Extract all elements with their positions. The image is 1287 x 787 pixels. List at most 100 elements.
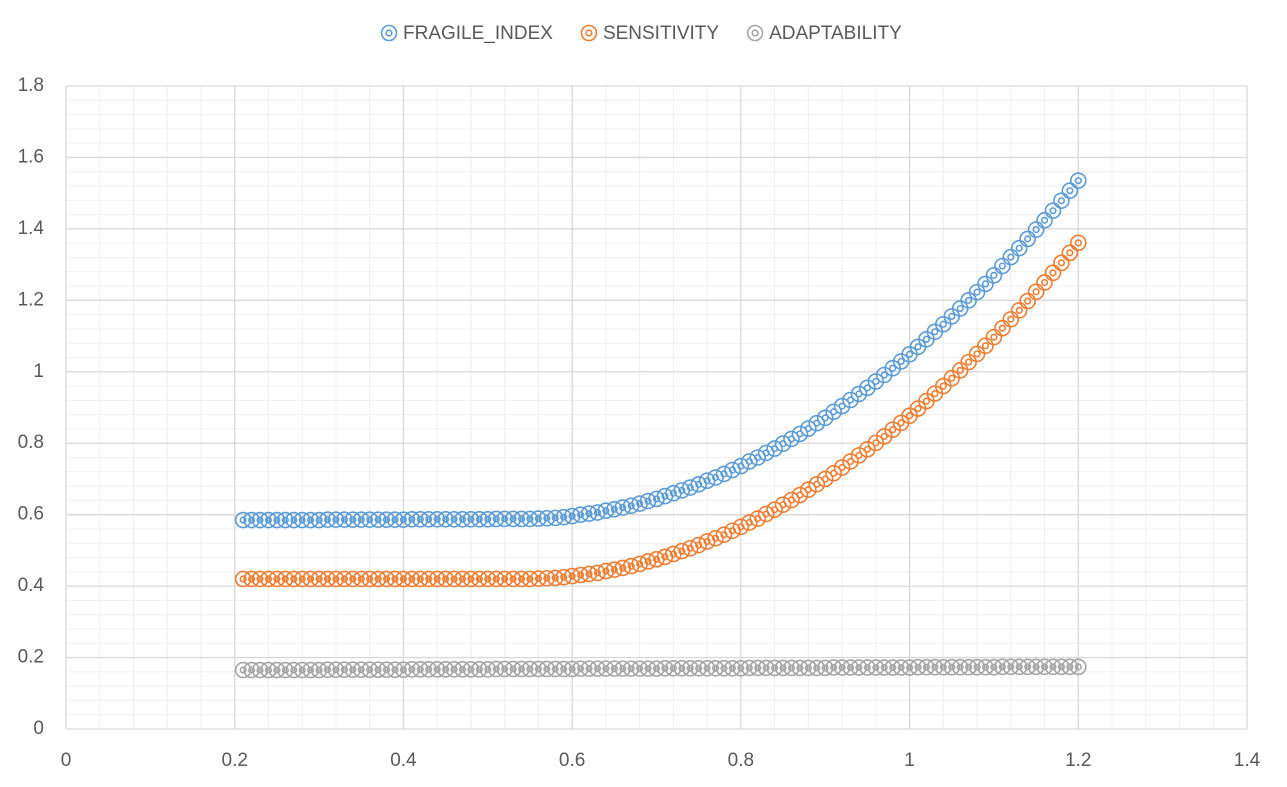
marker-ring [234, 511, 252, 529]
point [850, 659, 868, 676]
point [462, 570, 480, 588]
point [943, 369, 961, 387]
marker-ring [673, 482, 691, 499]
point [951, 658, 969, 676]
marker-core [332, 575, 340, 583]
point [352, 511, 370, 528]
point [892, 659, 910, 676]
point [875, 659, 893, 676]
marker-core [956, 366, 964, 374]
marker-core [863, 384, 871, 392]
point [336, 570, 353, 588]
point [251, 511, 269, 529]
marker-core [475, 575, 483, 583]
marker-ring [724, 659, 741, 677]
marker-core [897, 419, 905, 427]
marker-ring [606, 561, 623, 578]
marker-ring [479, 511, 497, 528]
point [614, 660, 632, 677]
point [673, 542, 691, 560]
marker-ring [825, 464, 842, 482]
marker-ring [732, 518, 750, 536]
marker-ring [454, 570, 471, 588]
marker-core [787, 664, 796, 672]
marker-core [661, 553, 669, 561]
point [859, 379, 876, 397]
marker-core [366, 575, 374, 583]
marker-ring [243, 511, 260, 529]
marker-ring [1044, 202, 1062, 219]
point [437, 511, 454, 528]
marker-ring [277, 511, 294, 529]
point [614, 559, 632, 577]
marker-ring [336, 570, 353, 588]
marker-ring [293, 511, 311, 529]
marker-core [425, 665, 433, 673]
marker-ring [808, 659, 826, 677]
marker-core [391, 666, 399, 674]
marker-core [880, 432, 888, 441]
point [673, 482, 691, 499]
point [420, 511, 438, 528]
marker-ring [690, 536, 707, 554]
point [800, 659, 817, 677]
marker-core [948, 663, 956, 671]
point [344, 511, 362, 528]
marker-core [1040, 663, 1049, 671]
point [1027, 283, 1045, 301]
marker-ring [445, 661, 463, 678]
point [1044, 264, 1062, 282]
point [293, 661, 311, 679]
marker-ring [302, 661, 319, 679]
marker-core [863, 445, 871, 453]
marker-core [492, 665, 500, 673]
marker-core [340, 666, 348, 674]
marker-core [661, 664, 669, 672]
point [580, 565, 598, 583]
y-tick-label: 1.2 [18, 289, 44, 310]
marker-ring [479, 570, 497, 588]
point [243, 570, 260, 588]
marker-ring [420, 661, 438, 678]
marker-core [1074, 663, 1082, 671]
marker-core [307, 666, 315, 674]
marker-core [678, 664, 686, 672]
marker-core [956, 663, 964, 671]
point [985, 658, 1003, 676]
marker-ring [833, 397, 851, 415]
marker-core [526, 665, 534, 673]
point [234, 661, 252, 679]
marker-core [990, 333, 998, 341]
y-tick-label: 1.4 [18, 218, 45, 239]
point [403, 570, 421, 588]
point [589, 504, 606, 521]
point [546, 569, 564, 587]
point [766, 659, 783, 677]
marker-core [366, 516, 374, 524]
marker-core [382, 666, 391, 674]
marker-core [340, 516, 348, 524]
x-tick-label: 0.4 [390, 750, 417, 771]
point [1002, 310, 1020, 328]
marker-ring [631, 660, 648, 677]
marker-ring [622, 660, 640, 677]
marker-core [509, 575, 517, 583]
marker-ring [715, 526, 733, 543]
point [454, 511, 471, 528]
marker-core [458, 515, 467, 523]
marker-ring [783, 430, 800, 448]
marker-core [357, 666, 365, 674]
point [597, 660, 615, 677]
point [319, 661, 336, 679]
point [293, 570, 311, 588]
marker-core [751, 29, 759, 37]
marker-ring [681, 659, 699, 677]
marker-ring [732, 659, 750, 677]
marker-core [256, 666, 264, 674]
point [783, 659, 800, 677]
marker-core [475, 515, 483, 523]
marker-ring [1061, 182, 1079, 199]
marker-ring [859, 379, 876, 397]
marker-ring [487, 660, 505, 678]
point [1002, 248, 1020, 266]
